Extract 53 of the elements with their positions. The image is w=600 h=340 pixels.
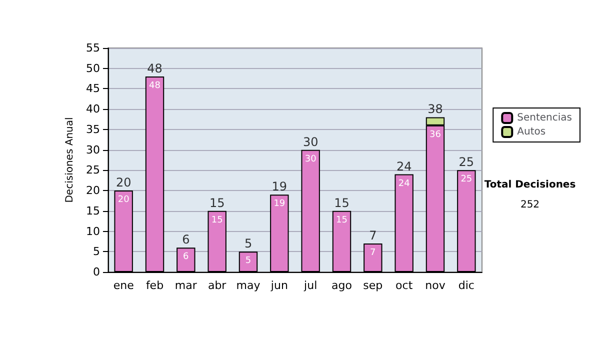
legend-label: Sentencias <box>517 112 572 124</box>
legend-label: Autos <box>517 126 546 138</box>
x-tick-label: dic <box>458 279 474 292</box>
y-tick-label: 10 <box>86 224 100 238</box>
total-label: 6 <box>182 232 190 247</box>
data-label: 7 <box>370 248 376 258</box>
total-label: 25 <box>458 155 474 170</box>
y-tick-label: 20 <box>86 184 100 198</box>
y-tick-label: 15 <box>86 204 100 218</box>
x-tick-label: may <box>236 279 261 292</box>
y-tick-label: 35 <box>86 122 100 136</box>
total-label: 48 <box>147 62 162 76</box>
y-tick-label: 25 <box>86 164 100 177</box>
data-label: 15 <box>211 215 223 226</box>
text: 252 <box>520 200 540 210</box>
y-tick-label: 45 <box>86 82 100 96</box>
x-tick-label: jun <box>270 279 288 292</box>
x-tick-label: sep <box>363 279 383 292</box>
total-label: 15 <box>209 196 225 210</box>
total-label: 20 <box>116 176 132 190</box>
x-tick-label: nov <box>425 279 446 292</box>
total-label: 19 <box>272 180 288 194</box>
x-tick-label: ene <box>113 279 134 292</box>
y-tick-label: 5 <box>93 245 100 258</box>
total-label: 24 <box>396 159 412 174</box>
x-tick-label: jul <box>303 279 318 292</box>
y-tick-label: 30 <box>86 143 100 156</box>
y-tick-label: 50 <box>86 62 100 75</box>
data-label: 36 <box>430 130 442 140</box>
total-label: 38 <box>428 102 443 116</box>
text: Total Decisiones <box>484 180 576 190</box>
y-tick-label: 0 <box>93 266 100 278</box>
x-tick-label: oct <box>396 279 414 292</box>
data-label: 48 <box>149 81 161 92</box>
y-axis-title: Decisiones Anual <box>64 117 76 203</box>
total-label: 7 <box>369 228 377 242</box>
data-label: 20 <box>118 195 130 206</box>
data-label: 6 <box>183 252 190 262</box>
x-tick-label: feb <box>146 279 164 292</box>
data-label: 24 <box>398 178 410 189</box>
total-label: 5 <box>244 236 252 251</box>
total-label: 30 <box>302 134 318 149</box>
data-label: 30 <box>304 154 317 164</box>
y-tick-label: 40 <box>86 102 100 116</box>
x-tick-label: abr <box>208 279 227 292</box>
data-label: 25 <box>460 174 472 185</box>
x-tick-label: ago <box>332 279 352 292</box>
y-tick-label: 55 <box>86 42 100 54</box>
data-label: 19 <box>274 199 286 210</box>
data-label: 15 <box>336 215 348 226</box>
data-label: 5 <box>245 256 252 266</box>
x-tick-label: mar <box>174 279 198 292</box>
total-label: 15 <box>334 196 350 210</box>
